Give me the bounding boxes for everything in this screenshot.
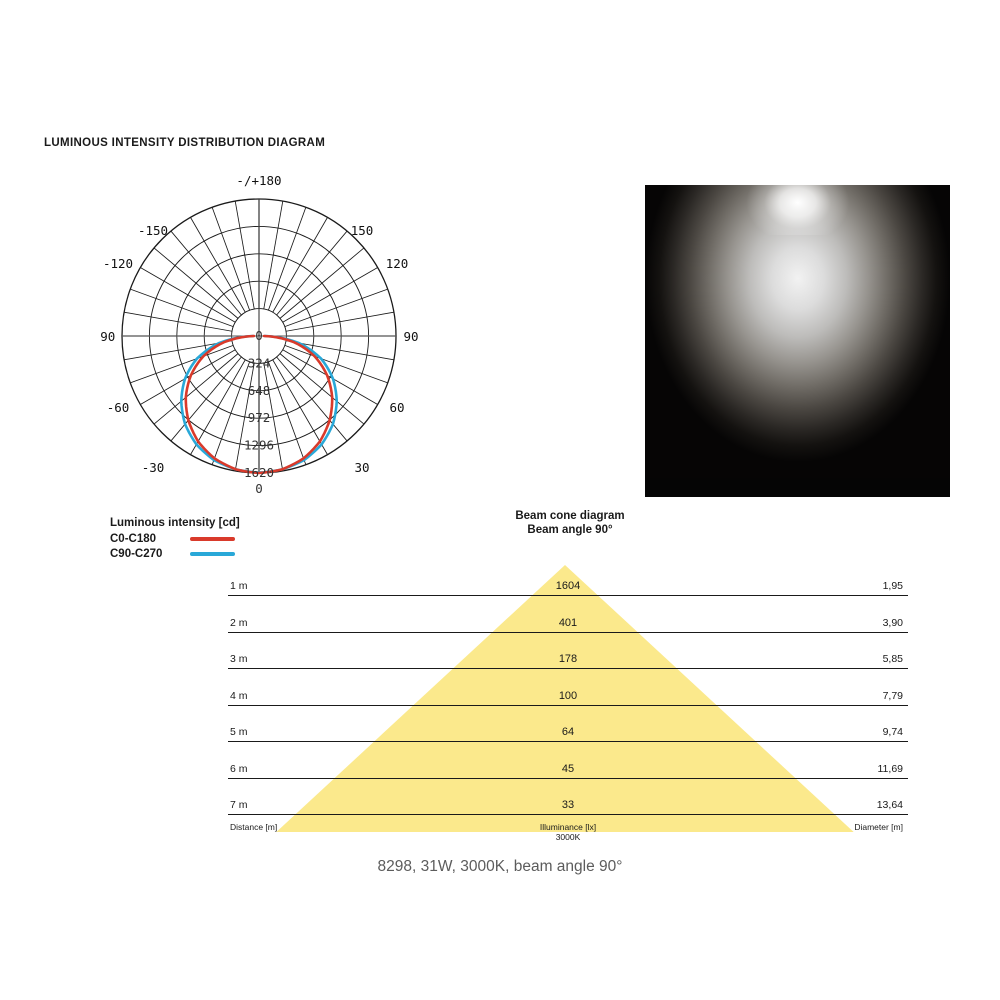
beam-row-rule [228, 668, 908, 670]
beam-row-distance: 4 m [230, 689, 248, 702]
polar-grid [121, 198, 397, 474]
beam-cone-shape [276, 565, 854, 832]
polar-angle-label: 60 [389, 400, 404, 415]
beam-row-rule [228, 595, 908, 597]
polar-angle-label: -150 [138, 223, 168, 238]
footer-distance-label: Distance [m] [230, 822, 278, 832]
polar-angle-label: -/+180 [236, 175, 281, 188]
beam-cone-title: Beam cone diagram Beam angle 90° [440, 509, 700, 537]
beam-row-distance: 5 m [230, 726, 248, 738]
footer-illuminance-line1: Illuminance [lx] [539, 822, 597, 832]
polar-angle-labels: -/+180 150 120 90 60 30 -150 -120 -90 -60 -30 [100, 175, 419, 475]
footer-diameter-label: Diameter [m] [854, 822, 903, 832]
beam-cone-diagram: 1 m 1604 1,95 2 m 401 3,90 3 m 178 5,85 4 m 100 7,7… [228, 560, 908, 842]
beam-row-diameter: 3,90 [882, 616, 903, 629]
beam-cone-title-line1: Beam cone diagram [515, 510, 625, 522]
polar-radial-label: 1296 [244, 438, 274, 453]
beam-row-rule [228, 631, 908, 633]
page-title: LUMINOUS INTENSITY DISTRIBUTION DIAGRAM [44, 137, 326, 149]
legend-title: Luminous intensity [cd] [110, 517, 240, 529]
beam-row-illuminance: 45 [561, 762, 575, 775]
legend-swatch-c0-c180 [190, 536, 235, 541]
legend-label-c0-c180: C0-C180 [110, 532, 157, 545]
polar-angle-label: -60 [107, 400, 130, 415]
beam-row-illuminance: 1604 [555, 580, 581, 592]
polar-angle-label: -90 [100, 329, 115, 344]
polar-angle-label: 90 [403, 329, 418, 344]
polar-angle-label: -120 [103, 256, 133, 271]
polar-angle-label: 30 [354, 460, 369, 475]
beam-cone-footer: Distance [m] Illuminance [lx] 3000K Diam… [228, 822, 908, 852]
beam-cone-title-line2: Beam angle 90° [527, 524, 613, 536]
polar-radial-label: 0 [255, 328, 263, 343]
polar-bottom-label: 0 [255, 481, 263, 496]
polar-legend: Luminous intensity [cd] C0-C180 C90-C270 [110, 517, 340, 561]
footer-illuminance-label: Illuminance [lx] 3000K [228, 822, 908, 842]
beam-row-distance: 7 m [230, 799, 248, 811]
beam-row-diameter: 1,95 [882, 580, 903, 592]
luminous-intensity-polar-chart: -/+180 150 120 90 60 30 -150 -120 -90 -60 -30 0 324… [100, 175, 430, 505]
beam-row-diameter: 13,64 [876, 799, 903, 811]
beam-row-illuminance: 401 [558, 616, 578, 629]
beam-row-distance: 2 m [230, 616, 248, 629]
beam-row-illuminance: 33 [561, 799, 575, 811]
legend-swatch-c90-c270 [190, 551, 235, 556]
beam-row-rule [228, 741, 908, 743]
footer-illuminance-line2: 3000K [555, 832, 581, 842]
polar-radial-label: 648 [248, 383, 271, 398]
beam-row-distance: 6 m [230, 762, 248, 775]
beam-row-rule [228, 777, 908, 779]
light-source-hotspot [745, 185, 850, 235]
polar-angle-label: 120 [386, 256, 409, 271]
beam-cone-triangle [276, 565, 854, 832]
polar-angle-label: 150 [351, 223, 374, 238]
beam-row-diameter: 5,85 [882, 653, 903, 665]
figure-caption: 8298, 31W, 3000K, beam angle 90° [377, 858, 623, 875]
beam-row-illuminance: 64 [561, 726, 575, 738]
beam-row-diameter: 7,79 [882, 689, 903, 702]
polar-chart-svg: -/+180 150 120 90 60 30 -150 -120 -90 -60 -30 0 324… [100, 175, 419, 496]
polar-radial-label: 324 [248, 355, 271, 370]
beam-row-illuminance: 100 [558, 689, 578, 702]
beam-row-distance: 1 m [230, 580, 248, 592]
beam-row-rule [228, 704, 908, 706]
beam-row-illuminance: 178 [558, 653, 578, 665]
legend-item-c90-c270: C90-C270 [110, 546, 340, 561]
beam-row-diameter: 9,74 [882, 726, 903, 738]
polar-angle-label: -30 [142, 460, 165, 475]
legend-item-c0-c180: C0-C180 [110, 531, 340, 546]
beam-row-diameter: 11,69 [877, 762, 904, 775]
beam-row-distance: 3 m [230, 653, 248, 665]
polar-radial-label: 1620 [244, 465, 274, 480]
polar-radial-label: 972 [248, 410, 271, 425]
beam-row-rule [228, 814, 908, 816]
light-distribution-photo [645, 185, 950, 497]
polar-curves [179, 334, 339, 475]
legend-label-c90-c270: C90-C270 [110, 547, 163, 560]
